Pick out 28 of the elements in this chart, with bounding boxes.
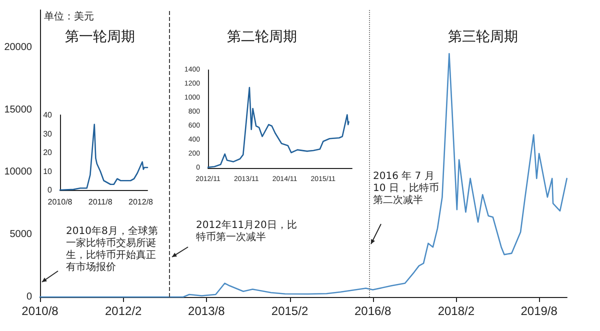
x-tick-label: 2012/8 [128, 198, 154, 206]
y-axis-title: 单位：美元 [44, 10, 94, 22]
annotation: 2012年11月20日，比特币第一次减半 [196, 220, 298, 244]
y-tick-label: 20 [43, 148, 53, 157]
annotation: 2010年8月，全球第一家比特币交易所诞生，比特币开始真正有市场报价 [66, 226, 158, 274]
annotation: 第三轮周期 [448, 28, 518, 46]
y-tick-label: 20000 [4, 42, 32, 53]
y-tick-label: 40 [43, 110, 53, 120]
x-tick-label: 2019/8 [520, 304, 558, 318]
y-tick-label: 5000 [10, 229, 32, 240]
y-tick-label: 10 [43, 166, 53, 176]
y-tick-label: 0 [26, 292, 32, 302]
x-tick-label: 2011/8 [88, 198, 113, 206]
x-tick-label: 2010/8 [22, 304, 59, 318]
y-tick-label: 10000 [4, 166, 32, 178]
x-tick-label: 2013/8 [188, 304, 226, 318]
line-series [207, 86, 350, 168]
x-tick-label: 2010/8 [48, 198, 73, 206]
x-tick-label: 2012/2 [105, 304, 142, 318]
annotation: 第二轮周期 [227, 28, 297, 46]
x-tick-label: 2016/8 [354, 304, 392, 318]
annotation: 2016 年 7 月 10 日，比特币第二次减半 [373, 171, 440, 207]
y-tick-label: 0 [48, 186, 53, 194]
y-tick-label: 30 [43, 129, 53, 138]
x-tick-label: 2018/2 [438, 304, 475, 318]
annotation: 第一轮周期 [65, 28, 135, 46]
y-tick-label: 15000 [4, 104, 32, 116]
x-tick-label: 2015/2 [271, 304, 308, 318]
